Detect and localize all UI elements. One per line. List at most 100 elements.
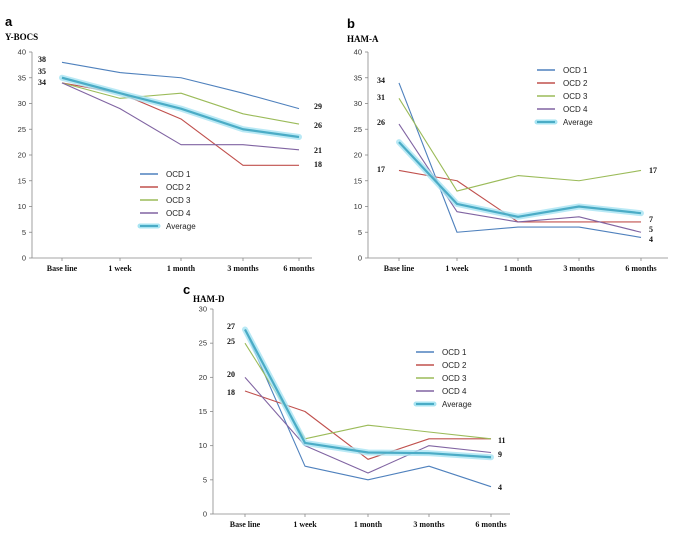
data-point	[456, 180, 458, 182]
series-line	[61, 82, 300, 151]
end-data-label: 11	[498, 436, 506, 445]
series-ocd-1	[244, 329, 492, 488]
start-data-label: 25	[227, 337, 235, 346]
series-average	[59, 74, 302, 140]
data-point	[367, 459, 369, 461]
x-tick-label: 1 week	[293, 520, 317, 529]
y-tick-label: 35	[354, 73, 362, 82]
start-data-label: 35	[38, 67, 46, 76]
data-point	[61, 77, 63, 79]
y-tick-label: 20	[18, 151, 26, 160]
x-tick-label: 3 months	[563, 264, 594, 273]
data-point	[517, 216, 519, 218]
data-point	[490, 486, 492, 488]
y-tick-label: 30	[18, 99, 26, 108]
data-point	[428, 445, 430, 447]
y-tick-label: 0	[358, 254, 362, 263]
data-point	[456, 211, 458, 213]
end-data-label: 21	[314, 146, 322, 155]
data-point	[578, 180, 580, 182]
start-data-label: 27	[227, 322, 235, 331]
data-point	[367, 452, 369, 454]
data-point	[242, 113, 244, 115]
series-line	[61, 76, 300, 139]
legend-label: OCD 4	[166, 209, 191, 218]
series-ocd-3	[61, 82, 300, 125]
legend-label: OCD 2	[442, 361, 467, 370]
x-tick-label: 1 month	[504, 264, 533, 273]
x-tick-label: 1 month	[167, 264, 196, 273]
data-point	[367, 472, 369, 474]
start-data-label: 26	[377, 118, 385, 127]
data-point	[398, 82, 400, 84]
series-line	[244, 328, 492, 459]
legend-label: OCD 2	[166, 183, 191, 192]
data-point	[180, 108, 182, 110]
data-point	[640, 231, 642, 233]
data-point	[244, 390, 246, 392]
y-tick-label: 10	[354, 202, 362, 211]
x-tick-label: Base line	[230, 520, 261, 529]
data-point	[398, 98, 400, 100]
data-point	[180, 77, 182, 79]
x-tick-label: 3 months	[413, 520, 444, 529]
series-average	[242, 326, 494, 461]
data-point	[298, 165, 300, 167]
data-point	[180, 144, 182, 146]
end-data-label: 7	[649, 215, 653, 224]
end-data-label: 29	[314, 102, 322, 111]
data-point	[242, 144, 244, 146]
data-point	[428, 452, 430, 454]
y-tick-label: 5	[358, 228, 362, 237]
y-tick-label: 30	[199, 305, 207, 314]
legend-label: Average	[442, 400, 472, 409]
chart-panel-b: b HAM-A 0 5 10 15 20 25 30 35 40 Base line 1 week 1 m…	[347, 16, 668, 273]
data-point	[367, 424, 369, 426]
chart-panel-a: a Y-BOCS 0 5 10 15 20 25 30 35 40 Base line 1 week 1 …	[5, 14, 322, 273]
series-line	[244, 329, 492, 488]
data-point	[119, 98, 121, 100]
data-point	[304, 442, 306, 444]
legend-label: Average	[166, 222, 196, 231]
series-line	[398, 98, 642, 192]
series-average	[396, 139, 644, 220]
data-point	[119, 92, 121, 94]
end-data-label: 17	[649, 166, 657, 175]
series-ocd-1	[61, 61, 300, 110]
data-point	[490, 456, 492, 458]
y-tick-label: 20	[354, 151, 362, 160]
legend-label: OCD 2	[563, 79, 588, 88]
x-tick-label: 6 months	[283, 264, 314, 273]
chart-title: Y-BOCS	[5, 32, 38, 42]
series-ocd-3	[398, 98, 642, 192]
data-point	[244, 377, 246, 379]
data-point	[640, 212, 642, 214]
start-data-label: 34	[38, 78, 46, 87]
end-data-label: 9	[498, 450, 502, 459]
x-tick-label: 1 week	[108, 264, 132, 273]
start-data-label: 34	[377, 76, 385, 85]
data-point	[242, 128, 244, 130]
end-data-label: 5	[649, 225, 653, 234]
data-point	[304, 411, 306, 413]
series-line	[244, 376, 492, 474]
x-tick-label: 6 months	[475, 520, 506, 529]
start-data-label: 18	[227, 388, 235, 397]
y-tick-label: 15	[199, 407, 207, 416]
y-tick-label: 25	[354, 125, 362, 134]
data-point	[244, 329, 246, 331]
data-point	[61, 62, 63, 64]
series-ocd-4	[61, 82, 300, 151]
chart-title: HAM-A	[347, 34, 379, 44]
end-data-label: 4	[649, 235, 653, 244]
y-tick-label: 40	[18, 48, 26, 57]
y-tick-label: 0	[22, 254, 26, 263]
legend-label: OCD 3	[442, 374, 467, 383]
data-point	[242, 165, 244, 167]
data-point	[490, 438, 492, 440]
panel-label: a	[5, 14, 13, 29]
data-point	[456, 203, 458, 205]
y-tick-label: 10	[18, 202, 26, 211]
y-tick-label: 10	[199, 441, 207, 450]
